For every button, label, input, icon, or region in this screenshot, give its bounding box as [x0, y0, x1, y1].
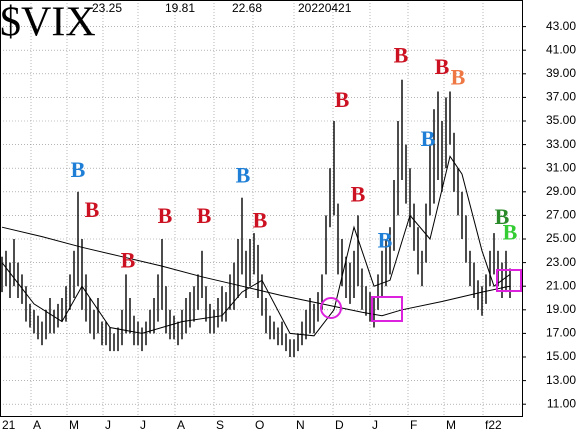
moving-average	[1, 226, 511, 317]
signal-label: B	[85, 197, 100, 222]
signal-label: B	[378, 228, 393, 253]
y-tick-label: 35.00	[546, 113, 576, 127]
y-tick-label: 39.00	[546, 66, 576, 80]
y-tick-label: 41.00	[546, 42, 576, 56]
signal-label: B	[435, 54, 450, 79]
y-tick-label: 31.00	[546, 160, 576, 174]
signal-label: B	[121, 248, 136, 273]
header-value: 22.68	[232, 1, 262, 15]
y-tick-label: 17.00	[546, 326, 576, 340]
x-tick-label: f22	[485, 418, 502, 432]
signal-label: B	[421, 126, 436, 151]
y-tick-label: 19.00	[546, 302, 576, 316]
signal-label: B	[451, 65, 466, 90]
x-tick-label: J	[105, 418, 111, 432]
plot-frame	[0, 0, 523, 417]
signal-label: B	[253, 208, 268, 233]
y-tick-label: 43.00	[546, 19, 576, 33]
signal-label: B	[197, 203, 212, 228]
y-tick-label: 15.00	[546, 349, 576, 363]
signal-label: B	[351, 182, 366, 207]
moving-average	[1, 155, 511, 337]
x-tick-label: S	[216, 418, 224, 432]
signal-label: B	[335, 87, 350, 112]
x-tick-label: J	[372, 418, 378, 432]
y-tick-label: 25.00	[546, 231, 576, 245]
highlight-circle	[320, 297, 342, 319]
x-tick-label: M	[69, 418, 79, 432]
header-value: 23.25	[92, 1, 122, 15]
highlight-box	[371, 296, 403, 322]
signal-label: B	[394, 42, 409, 67]
x-tick-label: D	[335, 418, 344, 432]
header-value: 20220421	[298, 1, 352, 15]
signal-label: B	[503, 219, 518, 244]
x-tick-label: A	[33, 418, 41, 432]
y-tick-label: 29.00	[546, 184, 576, 198]
x-tick-label: N	[296, 418, 305, 432]
header-value: 19.81	[165, 1, 195, 15]
y-tick-label: 23.00	[546, 255, 576, 269]
x-tick-label: 21	[2, 418, 16, 432]
x-tick-label: M	[446, 418, 456, 432]
y-tick-label: 37.00	[546, 90, 576, 104]
y-tick-label: 13.00	[546, 373, 576, 387]
signal-label: B	[495, 204, 510, 229]
signal-label: B	[236, 163, 251, 188]
chart-title: $VIX	[0, 0, 96, 46]
y-tick-label: 11.00	[547, 396, 576, 410]
signal-label: B	[71, 157, 86, 182]
y-tick-label: 33.00	[546, 137, 576, 151]
y-tick-label: 27.00	[546, 208, 576, 222]
x-tick-label: A	[177, 418, 185, 432]
x-tick-label: F	[410, 418, 417, 432]
highlight-box	[496, 269, 522, 292]
y-tick-label: 21.00	[546, 278, 576, 292]
x-tick-label: O	[255, 418, 264, 432]
x-tick-label: J	[140, 418, 146, 432]
signal-label: B	[158, 203, 173, 228]
